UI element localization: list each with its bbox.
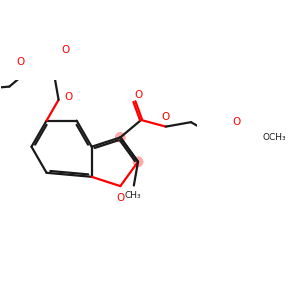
Text: CH₃: CH₃ bbox=[124, 191, 141, 200]
Text: O: O bbox=[116, 193, 124, 203]
Text: O: O bbox=[64, 92, 72, 102]
Circle shape bbox=[115, 132, 126, 143]
Text: O: O bbox=[161, 112, 169, 122]
Text: O: O bbox=[16, 56, 24, 67]
Text: O: O bbox=[61, 45, 70, 55]
Circle shape bbox=[133, 156, 143, 167]
Text: O: O bbox=[134, 90, 142, 100]
Text: OCH₃: OCH₃ bbox=[263, 133, 286, 142]
Text: O: O bbox=[232, 116, 240, 127]
